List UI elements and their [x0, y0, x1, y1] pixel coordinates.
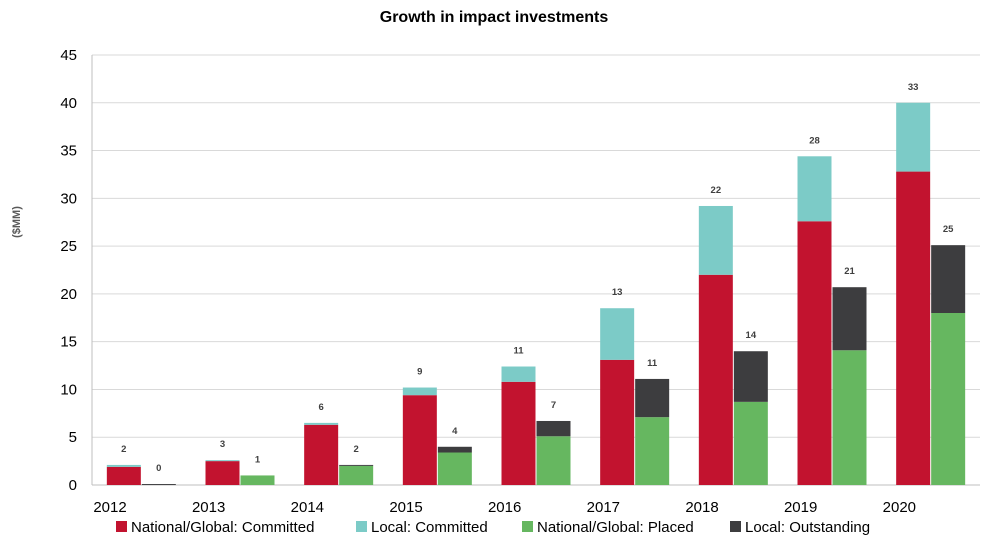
bar-segment	[635, 417, 670, 485]
data-label: 22	[711, 185, 722, 196]
y-axis-label: ($MM)	[11, 206, 23, 238]
bar-segment	[205, 460, 240, 462]
legend-label: National/Global: Placed	[537, 519, 694, 536]
chart-title: Growth in impact investments	[380, 9, 609, 26]
x-tick-label: 2015	[389, 499, 422, 516]
x-tick-label: 2018	[685, 499, 718, 516]
bar-segment	[339, 464, 374, 466]
bar-segment	[600, 359, 635, 485]
y-tick-label: 0	[69, 477, 77, 494]
bar-segment	[536, 420, 571, 437]
bar-segment	[698, 205, 733, 275]
bar-segment	[501, 366, 536, 382]
bar-segment	[106, 464, 141, 467]
data-label: 13	[612, 287, 623, 298]
y-tick-label: 15	[60, 334, 77, 351]
y-tick-label: 5	[69, 429, 77, 446]
data-label: 28	[809, 135, 820, 146]
data-label: 1	[255, 454, 261, 465]
legend-label: National/Global: Committed	[131, 519, 314, 536]
bar-segment	[733, 401, 768, 485]
bar-segment	[205, 461, 240, 485]
data-label: 14	[746, 330, 757, 341]
bar-segment	[141, 484, 176, 485]
bar-segment	[501, 381, 536, 485]
data-label: 3	[220, 439, 225, 450]
data-label: 9	[417, 367, 422, 378]
x-tick-label: 2012	[93, 499, 126, 516]
bar-segment	[797, 156, 832, 222]
data-label: 2	[354, 444, 359, 455]
data-label: 2	[121, 444, 126, 455]
y-tick-label: 40	[60, 95, 77, 112]
bar-segment	[339, 465, 374, 485]
x-tick-label: 2016	[488, 499, 521, 516]
bar-segment	[240, 475, 275, 485]
y-tick-label: 20	[60, 286, 77, 303]
bar-segment	[931, 313, 966, 485]
bar-segment	[635, 378, 670, 418]
gridlines	[91, 54, 980, 486]
bar-segment	[402, 395, 437, 485]
x-axis-ticks: 2012 2013 2014 2015 2016 2017 2018 2019 2020	[93, 499, 916, 516]
data-label: 7	[551, 400, 556, 411]
bar-segment	[600, 308, 635, 360]
legend-label: Local: Committed	[371, 519, 488, 536]
data-label: 0	[156, 463, 161, 474]
bar-segment	[698, 274, 733, 485]
data-label: 6	[319, 402, 324, 413]
data-label: 11	[513, 346, 524, 357]
x-tick-label: 2019	[784, 499, 817, 516]
bar-segment	[896, 102, 931, 172]
data-label: 21	[844, 266, 855, 277]
legend-swatch	[116, 521, 127, 532]
legend-swatch	[522, 521, 533, 532]
y-tick-label: 10	[60, 381, 77, 398]
bar-segment	[797, 221, 832, 485]
bar-segment	[733, 351, 768, 402]
y-tick-label: 45	[60, 47, 77, 64]
legend-item: National/Global: Committed	[116, 519, 314, 536]
data-label: 4	[452, 426, 458, 437]
bar-segment	[832, 350, 867, 485]
bar-segment	[931, 245, 966, 313]
y-tick-label: 25	[60, 238, 77, 255]
bar-segment	[304, 422, 339, 425]
bar-segment	[402, 387, 437, 396]
bar-segment	[304, 424, 339, 485]
legend-item: National/Global: Placed	[522, 519, 694, 536]
bars	[106, 102, 966, 486]
bar-segment	[536, 436, 571, 485]
data-label: 11	[647, 358, 658, 369]
bar-segment	[832, 287, 867, 351]
legend-swatch	[730, 521, 741, 532]
bar-segment	[896, 171, 931, 486]
legend-item: Local: Outstanding	[730, 519, 870, 536]
bar-segment	[106, 466, 141, 485]
x-tick-label: 2020	[883, 499, 916, 516]
x-tick-label: 2013	[192, 499, 225, 516]
legend-item: Local: Committed	[356, 519, 488, 536]
data-label: 33	[908, 82, 919, 93]
y-tick-label: 35	[60, 143, 77, 160]
bar-segment	[437, 446, 472, 453]
legend: National/Global: Committed Local: Committ…	[116, 519, 870, 536]
legend-label: Local: Outstanding	[745, 519, 870, 536]
legend-swatch	[356, 521, 367, 532]
bar-segment	[437, 452, 472, 485]
y-axis-ticks: 0 5 10 15 20 25 30 35 40 45	[60, 47, 77, 494]
x-tick-label: 2017	[587, 499, 620, 516]
data-labels: 2 0 3 1 6 2 9 4 11 7 13 11 22 14 28 21 33 25	[121, 82, 954, 474]
data-label: 25	[943, 224, 954, 235]
y-tick-label: 30	[60, 190, 77, 207]
x-tick-label: 2014	[291, 499, 324, 516]
